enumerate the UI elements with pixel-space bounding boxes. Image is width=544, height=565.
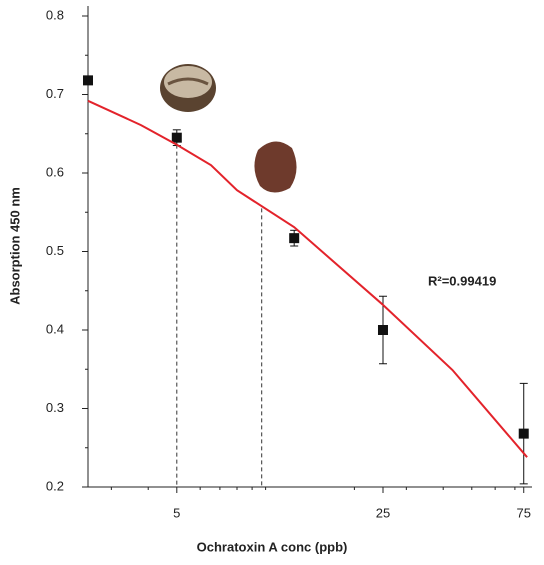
x-tick-label: 5	[173, 505, 180, 520]
data-point	[289, 233, 300, 244]
y-tick-label: 0.8	[46, 7, 64, 22]
moldy-bean-image	[254, 141, 297, 193]
y-tick-label: 0.5	[46, 243, 64, 258]
data-point	[377, 325, 388, 335]
data-point	[518, 428, 529, 439]
y-tick-label: 0.2	[46, 478, 64, 493]
data-point	[83, 75, 93, 86]
data-point	[171, 132, 182, 143]
x-tick-label: 75	[516, 505, 530, 520]
y-tick-label: 0.7	[46, 86, 64, 101]
coffee-bean-image	[160, 64, 216, 112]
x-axis-title: Ochratoxin A conc (ppb)	[197, 539, 348, 554]
x-tick-label: 25	[376, 505, 390, 520]
y-tick-label: 0.6	[46, 164, 64, 179]
y-axis-title: Absorption 450 nm	[7, 187, 22, 305]
annotation: R²=0.99419	[428, 273, 496, 288]
y-tick-label: 0.3	[46, 400, 64, 415]
y-tick-label: 0.4	[46, 321, 64, 336]
fit-curve	[87, 99, 528, 458]
